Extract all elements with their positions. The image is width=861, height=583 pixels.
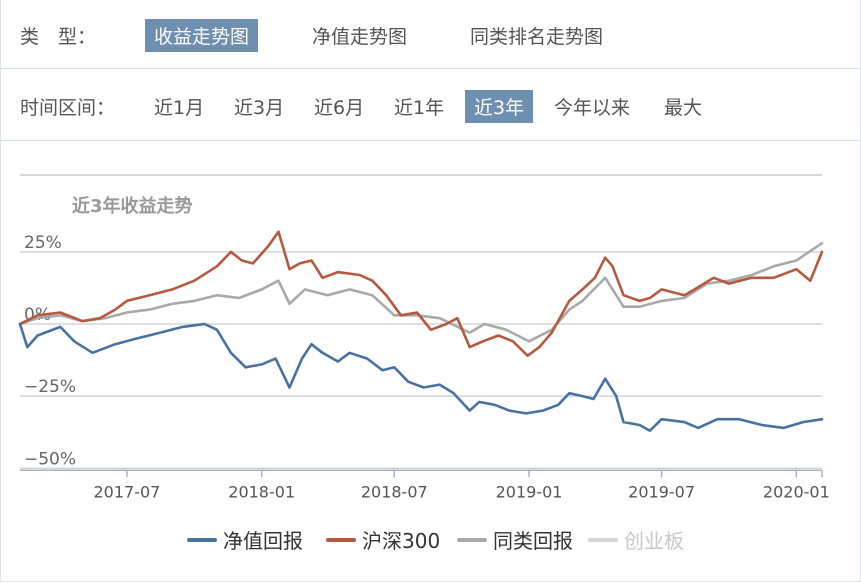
time-range-label: 时间区间： [20, 97, 116, 119]
legend-swatch-chinext [588, 537, 618, 542]
time-range-row: 时间区间： 近1月 近3月 近6月 近1年 近3年 今年以来 最大 [0, 69, 859, 141]
legend-label-chinext: 创业板 [624, 529, 684, 553]
legend-item-chinext[interactable]: 创业板 [588, 525, 684, 554]
type-option-return[interactable]: 收益走势图 [145, 19, 259, 52]
x-tick-label: 2020-01 [763, 482, 830, 501]
legend-swatch-peer [457, 537, 487, 542]
chart-type-label: 类 型： [20, 26, 97, 48]
legend-label-hs300: 沪深300 [362, 529, 441, 553]
range-option-ytd[interactable]: 今年以来 [554, 97, 631, 119]
legend-item-peer[interactable]: 同类回报 [457, 525, 573, 554]
legend-item-hs300[interactable]: 沪深300 [326, 525, 440, 554]
legend-swatch-hs300 [326, 537, 356, 542]
series-line-1 [18, 230, 824, 357]
range-option-6m[interactable]: 近6月 [314, 97, 365, 119]
legend-item-fund[interactable]: 净值回报 [187, 525, 303, 554]
series-line-2 [18, 241, 824, 343]
x-tick-label: 2019-07 [628, 482, 695, 501]
x-tick-label: 2018-07 [361, 482, 428, 501]
x-tick-label: 2018-01 [228, 482, 295, 501]
range-option-3m[interactable]: 近3月 [234, 97, 285, 119]
range-option-1m[interactable]: 近1月 [154, 97, 205, 119]
legend-label-fund: 净值回报 [223, 529, 303, 553]
legend-label-peer: 同类回报 [493, 529, 573, 553]
return-trend-chart: 25%0%−25%−50%2017-07 2018-01 2018-07 2019-0… [18, 174, 830, 501]
y-tick-label: −25% [24, 377, 76, 397]
type-option-nav[interactable]: 净值走势图 [312, 26, 408, 48]
chart-title: 近3年收益走势 [72, 195, 193, 217]
y-tick-label: −50% [24, 449, 76, 469]
range-option-max[interactable]: 最大 [664, 97, 703, 119]
y-tick-label: 25% [24, 233, 62, 253]
range-option-3y[interactable]: 近3年 [465, 90, 534, 123]
x-tick-label: 2017-07 [94, 482, 161, 501]
series-line-0 [18, 322, 824, 432]
range-option-1y[interactable]: 近1年 [394, 97, 445, 119]
x-tick-label: 2019-01 [496, 482, 563, 501]
chart-type-row: 类 型： 收益走势图 净值走势图 同类排名走势图 [0, 0, 859, 69]
type-option-rank[interactable]: 同类排名走势图 [470, 26, 604, 48]
legend-swatch-fund [187, 537, 217, 542]
chart-legend: 净值回报 沪深300 同类回报 创业板 [0, 525, 861, 555]
